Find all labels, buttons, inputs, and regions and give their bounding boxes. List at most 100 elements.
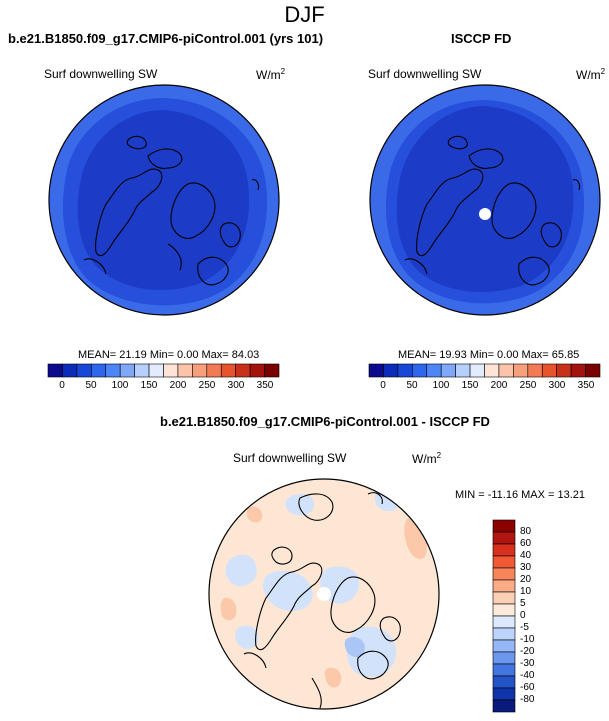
- cbar-tick: -30: [520, 658, 535, 669]
- colorbar-swatch: [492, 555, 516, 569]
- colorbar-swatch: [426, 363, 442, 378]
- season-title: DJF: [284, 2, 325, 27]
- cbar-tick: 30: [520, 562, 532, 573]
- cbar-tick: 50: [406, 380, 418, 391]
- diff-blue-patch: [235, 625, 259, 649]
- colorbar-swatch: [492, 687, 516, 701]
- diff-orange-patch: [246, 506, 263, 523]
- colorbar-swatch: [264, 363, 280, 378]
- cbar-tick: -5: [520, 622, 529, 633]
- diff-blue-patch: [225, 554, 257, 587]
- colorbar-swatch: [177, 363, 193, 378]
- colorbar-swatch: [492, 675, 516, 689]
- pole-missing-data: [479, 208, 491, 220]
- colorbar-swatch: [492, 531, 516, 545]
- colorbar-swatch: [513, 363, 529, 378]
- colorbar-swatch: [585, 363, 601, 378]
- cbar-tick: 200: [169, 380, 187, 391]
- colorbar-swatch: [62, 363, 78, 378]
- left-polar-map: [48, 84, 280, 316]
- cbar-tick: -60: [520, 682, 535, 693]
- pole-missing-data: [317, 587, 331, 601]
- map-coastlines: [83, 135, 260, 286]
- cbar-tick: -40: [520, 670, 535, 681]
- cbar-tick: 300: [227, 380, 245, 391]
- right-panel-title: ISCCP FD: [451, 31, 512, 46]
- colorbar-swatch: [492, 639, 516, 653]
- left-units-label: W/m2: [256, 67, 286, 82]
- colorbar-swatch: [47, 363, 63, 378]
- cbar-tick: -80: [520, 694, 535, 705]
- colorbar-swatch: [527, 363, 543, 378]
- map-coastlines: [404, 135, 581, 286]
- colorbar-swatch: [105, 363, 121, 378]
- cbar-tick: 50: [85, 380, 97, 391]
- colorbar-swatch: [235, 363, 251, 378]
- diff-stats: MIN = -11.16 MAX = 13.21: [455, 489, 586, 501]
- diff-orange-patch: [404, 518, 427, 560]
- right-colorbar: [368, 363, 601, 378]
- colorbar-swatch: [368, 363, 384, 378]
- colorbar-swatch: [134, 363, 150, 378]
- cbar-tick: 250: [198, 380, 216, 391]
- right-polar-map: [369, 84, 601, 316]
- map-coastlines: [243, 492, 401, 709]
- diff-colorbar: [492, 519, 516, 713]
- colorbar-swatch: [498, 363, 514, 378]
- right-units-label: W/m2: [576, 67, 606, 82]
- cbar-tick: -10: [520, 634, 535, 645]
- cbar-tick: 10: [520, 586, 532, 597]
- cbar-tick: 100: [111, 380, 129, 391]
- colorbar-swatch: [192, 363, 208, 378]
- colorbar-swatch: [492, 627, 516, 641]
- colorbar-swatch: [556, 363, 572, 378]
- right-variable-label: Surf downwelling SW: [368, 67, 482, 81]
- colorbar-swatch: [206, 363, 222, 378]
- colorbar-swatch: [492, 615, 516, 629]
- diff-blue-patch: [285, 493, 315, 516]
- colorbar-swatch: [492, 699, 516, 713]
- colorbar-swatch: [91, 363, 107, 378]
- diff-blue-patch: [392, 487, 405, 502]
- colorbar-swatch: [455, 363, 471, 378]
- cbar-tick: 350: [577, 380, 595, 391]
- map-inner-zone: [396, 106, 574, 293]
- colorbar-swatch: [492, 591, 516, 605]
- colorbar-swatch: [541, 363, 557, 378]
- colorbar-swatch: [76, 363, 92, 378]
- colorbar-swatch: [492, 651, 516, 665]
- diff-variable-label: Surf downwelling SW: [233, 451, 347, 465]
- diff-orange-patch: [324, 667, 342, 688]
- cbar-tick: 80: [520, 526, 532, 537]
- diff-colorbar-ticks: 80 60 40 30 20 10 5 0 -5 -10 -20 -30 -40…: [520, 520, 560, 712]
- cbar-tick: 250: [519, 380, 537, 391]
- colorbar-swatch: [492, 543, 516, 557]
- cbar-tick: 150: [140, 380, 158, 391]
- colorbar-swatch: [492, 567, 516, 581]
- colorbar-swatch: [383, 363, 399, 378]
- colorbar-swatch: [440, 363, 456, 378]
- cbar-tick: 200: [490, 380, 508, 391]
- cbar-tick: 5: [520, 598, 526, 609]
- cbar-tick: 0: [380, 380, 386, 391]
- diff-polar-map: [208, 478, 440, 710]
- colorbar-swatch: [469, 363, 485, 378]
- colorbar-swatch: [484, 363, 500, 378]
- left-variable-label: Surf downwelling SW: [44, 67, 158, 81]
- cbar-tick: 60: [520, 538, 532, 549]
- cbar-tick: 350: [256, 380, 274, 391]
- cbar-tick: 20: [520, 574, 532, 585]
- diff-blue-patch: [344, 636, 365, 658]
- colorbar-swatch: [220, 363, 236, 378]
- cbar-tick: 150: [461, 380, 479, 391]
- colorbar-swatch: [570, 363, 586, 378]
- diff-panel-title: b.e21.B1850.f09_g17.CMIP6-piControl.001 …: [160, 414, 490, 429]
- right-stats: MEAN= 19.93 Min= 0.00 Max= 65.85: [398, 349, 580, 361]
- colorbar-swatch: [148, 363, 164, 378]
- left-colorbar-ticks: 0 50 100 150 200 250 300 350: [48, 380, 279, 394]
- left-stats: MEAN= 21.19 Min= 0.00 Max= 84.03: [78, 349, 260, 361]
- colorbar-swatch: [119, 363, 135, 378]
- colorbar-swatch: [492, 663, 516, 677]
- diff-blue-patch: [263, 570, 313, 612]
- colorbar-swatch: [492, 519, 516, 533]
